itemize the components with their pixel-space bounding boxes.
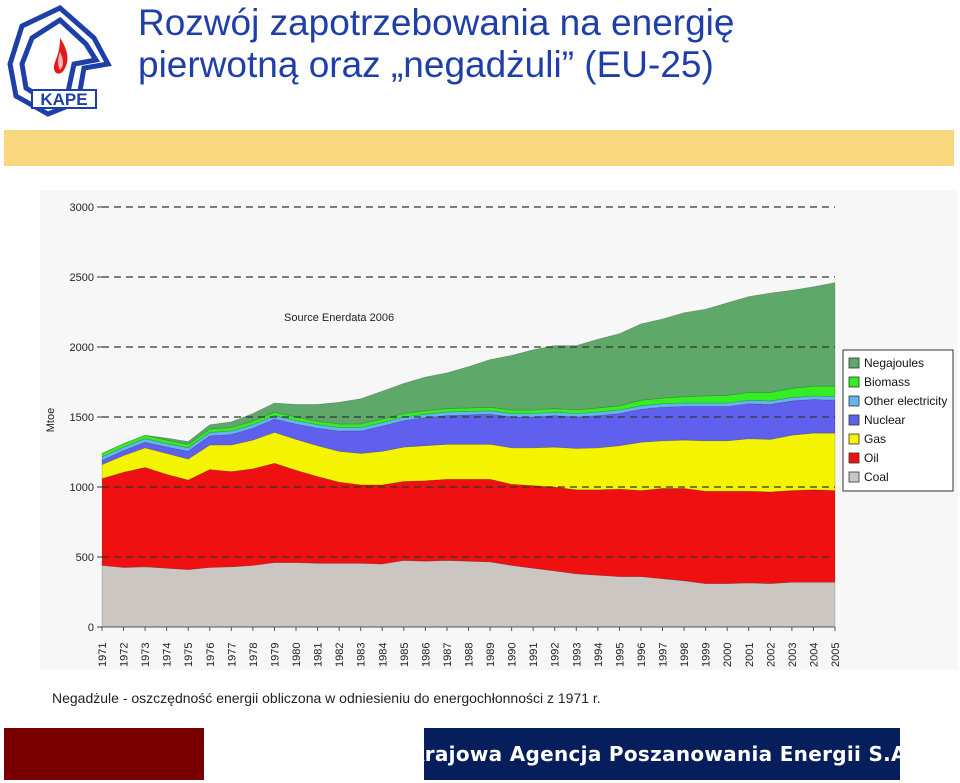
legend-label: Negajoules — [864, 356, 924, 370]
legend-swatch — [848, 452, 860, 464]
legend-label: Nuclear — [864, 413, 905, 427]
legend-label: Oil — [864, 451, 879, 465]
x-tick-label: 1977 — [226, 643, 238, 667]
chart-caption: Negadżule - oszczędność energii obliczon… — [52, 690, 601, 706]
x-tick-label: 1974 — [162, 643, 174, 667]
footer-left-block — [4, 728, 204, 780]
x-tick-label: 1976 — [205, 643, 217, 667]
x-tick-label: 1998 — [679, 643, 691, 667]
kape-logo: KAPE — [2, 4, 120, 122]
x-tick-label: 2003 — [787, 643, 799, 667]
x-tick-label: 1996 — [636, 643, 648, 667]
y-tick-label: 2500 — [70, 272, 94, 284]
page-title: Rozwój zapotrzebowania na energię pierwo… — [138, 2, 734, 86]
x-tick-label: 1973 — [140, 643, 152, 667]
y-axis-label: Mtoe — [45, 408, 57, 432]
chart-x-axis: 1971 1972 1973 1974 1975 1976 1977 1978 1979 1980… — [97, 627, 842, 667]
y-tick-label: 3000 — [70, 202, 94, 214]
x-tick-label: 2000 — [722, 643, 734, 667]
x-tick-label: 1986 — [420, 643, 432, 667]
chart-panel: 0 500 1000 1500 2000 2500 3000 1971 1972 1973 197… — [40, 190, 958, 670]
x-tick-label: 1978 — [248, 643, 260, 667]
x-tick-label: 1981 — [313, 643, 325, 667]
legend-swatch — [848, 376, 860, 388]
area-oil — [101, 462, 836, 584]
title-line-2: pierwotną oraz „negadżuli” (EU-25) — [138, 44, 714, 85]
legend-swatch — [848, 357, 860, 369]
y-tick-label: 500 — [76, 552, 94, 564]
x-tick-label: 1983 — [356, 643, 368, 667]
x-tick-label: 1994 — [593, 643, 605, 667]
x-tick-label: 1975 — [183, 643, 195, 667]
x-tick-label: 1991 — [528, 643, 540, 667]
source-note: Source Enerdata 2006 — [284, 312, 394, 324]
footer-agency-name: Krajowa Agencja Poszanowania Energii S.A… — [408, 742, 916, 766]
logo-text: KAPE — [40, 90, 87, 109]
x-tick-label: 1995 — [614, 643, 626, 667]
x-tick-label: 1982 — [334, 643, 346, 667]
x-tick-label: 1997 — [658, 643, 670, 667]
x-tick-label: 1992 — [550, 643, 562, 667]
legend-swatch — [848, 471, 860, 483]
legend-label: Biomass — [864, 375, 910, 389]
x-tick-label: 1988 — [464, 643, 476, 667]
legend-swatch — [848, 414, 860, 426]
x-tick-label: 1972 — [119, 643, 131, 667]
area-gas — [101, 432, 836, 493]
legend-label: Other electricity — [864, 394, 947, 408]
legend-label: Gas — [864, 432, 886, 446]
x-tick-label: 1989 — [485, 643, 497, 667]
chart-gridlines — [102, 206, 835, 558]
x-tick-label: 1990 — [507, 643, 519, 667]
legend-swatch — [848, 395, 860, 407]
x-tick-label: 2005 — [830, 643, 842, 667]
legend-label: Coal — [864, 470, 889, 484]
y-tick-label: 2000 — [70, 342, 94, 354]
area-negajoules — [101, 282, 836, 454]
legend-swatch — [848, 433, 860, 445]
x-tick-label: 1979 — [269, 643, 281, 667]
chart-areas — [101, 282, 836, 628]
header-band — [4, 130, 954, 166]
footer-agency-bar: Krajowa Agencja Poszanowania Energii S.A… — [409, 728, 915, 780]
y-tick-label: 1500 — [70, 412, 94, 424]
x-tick-label: 1985 — [399, 643, 411, 667]
legend-box — [842, 349, 954, 492]
x-tick-label: 1999 — [701, 643, 713, 667]
y-tick-label: 1000 — [70, 482, 94, 494]
x-tick-label: 2002 — [765, 643, 777, 667]
chart-legend: Negajoules Biomass Other electricity Nuclea… — [842, 349, 954, 492]
x-tick-label: 1984 — [377, 643, 389, 667]
y-tick-label: 0 — [88, 622, 94, 634]
x-tick-label: 1993 — [571, 643, 583, 667]
x-tick-label: 1987 — [442, 643, 454, 667]
x-tick-label: 2001 — [744, 643, 756, 667]
x-tick-label: 1980 — [291, 643, 303, 667]
x-tick-label: 1971 — [97, 643, 109, 667]
title-line-1: Rozwój zapotrzebowania na energię — [138, 2, 735, 43]
x-tick-label: 2004 — [808, 643, 820, 667]
